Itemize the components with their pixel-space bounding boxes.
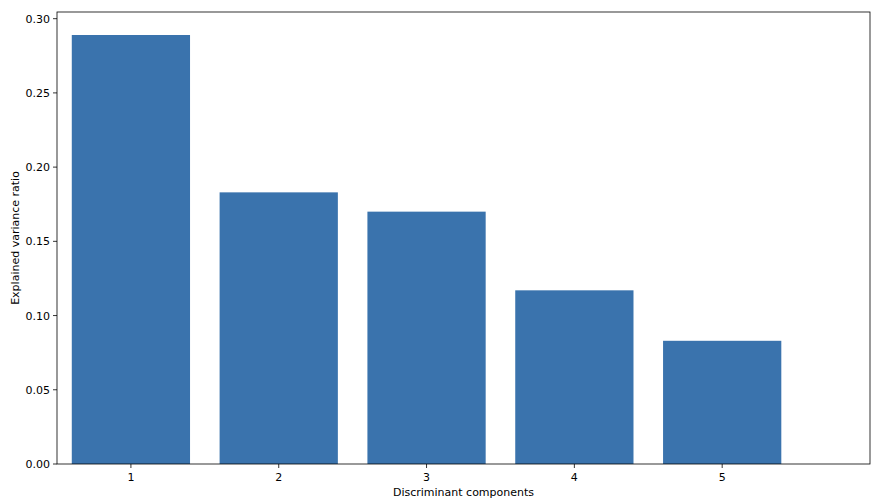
y-tick (53, 389, 57, 390)
x-tick (426, 464, 427, 468)
x-tick (574, 464, 575, 468)
bar (72, 35, 190, 464)
x-tick-label: 4 (571, 471, 578, 484)
y-tick-label: 0.20 (26, 161, 51, 174)
bar (515, 290, 633, 464)
y-tick-label: 0.30 (26, 13, 51, 26)
x-tick (278, 464, 279, 468)
y-tick-label: 0.00 (26, 458, 51, 471)
chart: 0.00 0.05 0.10 0.15 0.20 0.25 0.30 1 2 3 4 5 Discrim… (0, 0, 882, 501)
y-tick (53, 241, 57, 242)
bar (663, 341, 781, 464)
y-tick (53, 18, 57, 19)
bar (367, 212, 485, 464)
y-tick (53, 92, 57, 93)
x-tick (722, 464, 723, 468)
y-tick-label: 0.15 (26, 235, 51, 248)
y-tick-label: 0.10 (26, 310, 51, 323)
plot-frame (57, 12, 870, 464)
x-axis-label: Discriminant components (393, 486, 534, 499)
x-tick (130, 464, 131, 468)
bars (72, 35, 782, 464)
y-tick-label: 0.25 (26, 87, 51, 100)
x-tick-label: 2 (275, 471, 282, 484)
bar (220, 192, 338, 464)
y-tick (53, 167, 57, 168)
x-tick-label: 5 (719, 471, 726, 484)
y-tick-label: 0.05 (26, 384, 51, 397)
x-tick-label: 1 (127, 471, 134, 484)
y-tick (53, 315, 57, 316)
y-axis-label: Explained variance ratio (9, 171, 22, 305)
y-tick (53, 464, 57, 465)
x-tick-label: 3 (423, 471, 430, 484)
